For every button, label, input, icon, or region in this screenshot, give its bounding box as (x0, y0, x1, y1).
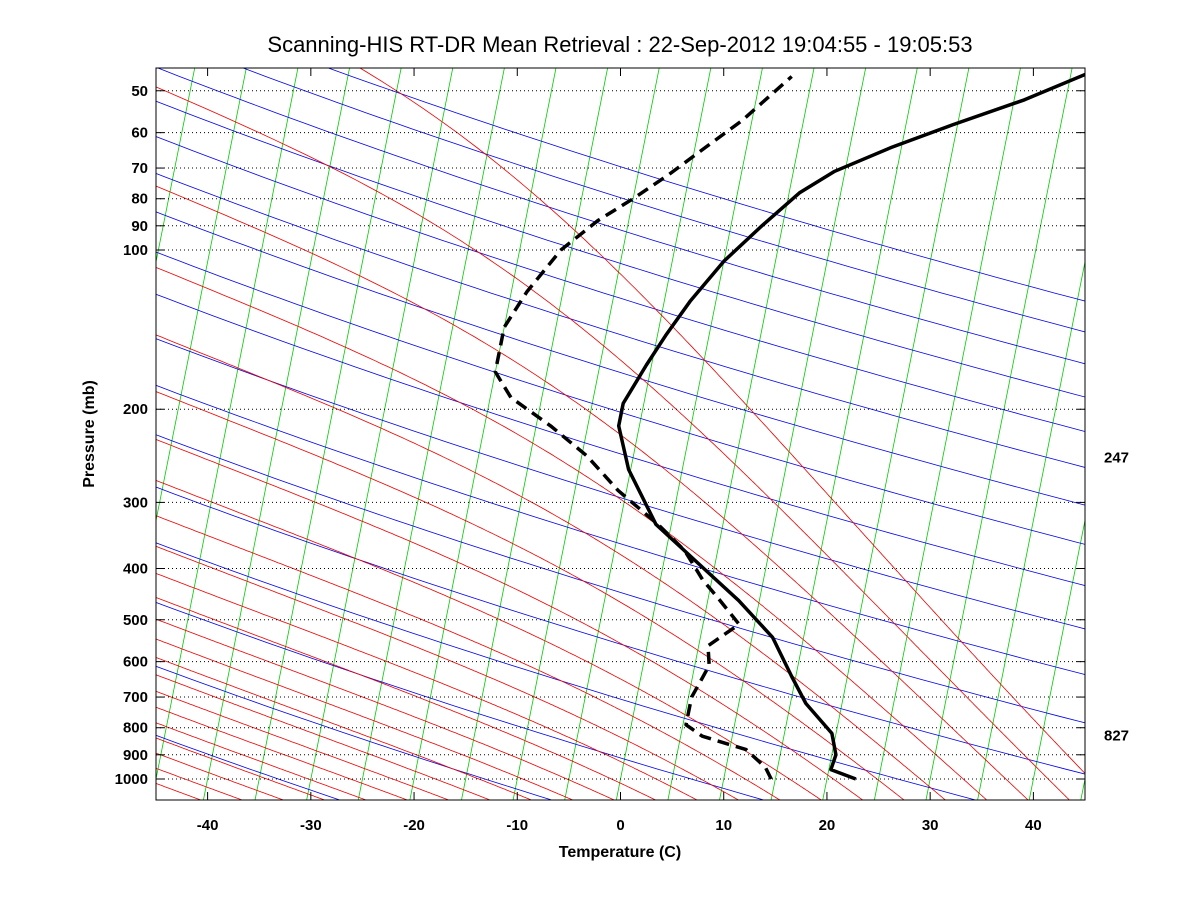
moist-adiabat-line (156, 657, 533, 800)
y-tick-label-60: 60 (131, 125, 148, 142)
x-axis-label: Temperature (C) (559, 844, 681, 861)
sounding-profiles (493, 72, 1085, 781)
y-tick-label-80: 80 (131, 191, 148, 208)
chart-title: Scanning-HIS RT-DR Mean Retrieval : 22-S… (267, 32, 972, 57)
y-axis-ticks: 50 60 70 80 90 100 200 300 400 500 600 700 800 900 100… (115, 83, 1085, 788)
moist-adiabat-line (156, 737, 326, 800)
dry-adiabat-line (156, 211, 1085, 506)
dewpoint-profile-line (493, 75, 793, 780)
dry-adiabat-line (241, 68, 1085, 333)
dry-adiabat-line (156, 136, 1085, 432)
isotherm-line (156, 68, 196, 264)
right-annotation-247: 247 (1104, 450, 1129, 467)
moist-adiabat-lines (156, 68, 1085, 800)
isotherm-line (357, 68, 505, 800)
dry-adiabat-line (156, 434, 1085, 724)
moist-adiabat-line (156, 438, 864, 800)
moist-adiabat-line (156, 479, 822, 800)
moist-adiabat-line (156, 572, 698, 800)
dry-adiabat-line (156, 172, 1085, 468)
moist-adiabat-line (156, 638, 574, 800)
dry-adiabat-line (156, 542, 978, 800)
isotherm-line (977, 259, 1085, 800)
isotherm-line (1028, 518, 1085, 800)
moist-adiabat-line (156, 597, 657, 800)
right-annotations: 247 827 (1104, 450, 1129, 745)
isotherm-line (873, 68, 1021, 800)
x-tick-label-0: 0 (616, 817, 624, 834)
isotherm-line (925, 68, 1073, 800)
y-tick-label-300: 300 (123, 494, 148, 511)
isotherm-line (822, 68, 970, 800)
x-tick-label-30: 30 (922, 817, 939, 834)
moist-adiabat-line (156, 545, 740, 800)
dry-adiabat-line (156, 100, 1085, 398)
x-tick-label-40: 40 (1025, 817, 1042, 834)
moist-adiabat-line (156, 690, 450, 800)
isotherm-line (615, 68, 763, 800)
y-tick-label-100: 100 (123, 242, 148, 259)
right-annotation-827: 827 (1104, 727, 1129, 744)
moist-adiabat-line (156, 266, 988, 800)
y-tick-label-50: 50 (131, 83, 148, 100)
x-axis-ticks: -40 -30 -20 -10 0 10 20 30 40 (197, 68, 1042, 834)
x-tick-label--40: -40 (197, 817, 219, 834)
dry-adiabat-line (156, 68, 1085, 365)
moist-adiabat-line (156, 185, 1029, 800)
dry-adiabat-line (156, 665, 554, 800)
y-tick-label-900: 900 (123, 747, 148, 764)
x-tick-label--20: -20 (403, 817, 425, 834)
moist-adiabat-line (156, 722, 368, 800)
y-tick-label-800: 800 (123, 720, 148, 737)
dry-adiabat-line (156, 486, 1085, 775)
x-tick-label--10: -10 (506, 817, 528, 834)
moist-adiabat-line (156, 752, 285, 800)
y-axis-label: Pressure (mb) (81, 380, 98, 488)
isotherm-line (409, 68, 557, 800)
y-tick-label-90: 90 (131, 218, 148, 235)
y-tick-label-600: 600 (123, 654, 148, 671)
y-tick-label-500: 500 (123, 612, 148, 629)
y-tick-label-200: 200 (123, 401, 148, 418)
x-tick-label-10: 10 (715, 817, 732, 834)
x-tick-label--30: -30 (300, 817, 322, 834)
moist-adiabat-line (156, 674, 491, 800)
y-tick-label-1000: 1000 (115, 771, 148, 788)
y-tick-label-70: 70 (131, 160, 148, 177)
moist-adiabat-line (156, 334, 946, 800)
y-tick-label-400: 400 (123, 560, 148, 577)
moist-adiabat-line (156, 391, 905, 800)
temperature-profile-line (616, 72, 1085, 781)
y-tick-label-700: 700 (123, 689, 148, 706)
dry-adiabat-line (156, 293, 1085, 586)
moist-adiabat-line (156, 515, 781, 800)
dry-adiabat-line (156, 251, 1085, 545)
moist-adiabat-line (156, 706, 409, 800)
dry-adiabat-line (327, 68, 1085, 302)
isotherm-line (461, 68, 609, 800)
isotherm-line (564, 68, 712, 800)
moist-adiabat-line (359, 68, 1085, 774)
moist-adiabat-line (156, 86, 1070, 800)
plot-area (156, 68, 1085, 800)
dry-adiabat-line (156, 384, 1085, 675)
isotherm-line (770, 68, 918, 800)
x-tick-label-20: 20 (819, 817, 836, 834)
dry-adiabat-line (156, 338, 1085, 630)
isotherm-line (156, 68, 247, 523)
moist-adiabat-line (156, 618, 616, 800)
isotherm-line (254, 68, 402, 800)
isotherm-line (667, 68, 815, 800)
